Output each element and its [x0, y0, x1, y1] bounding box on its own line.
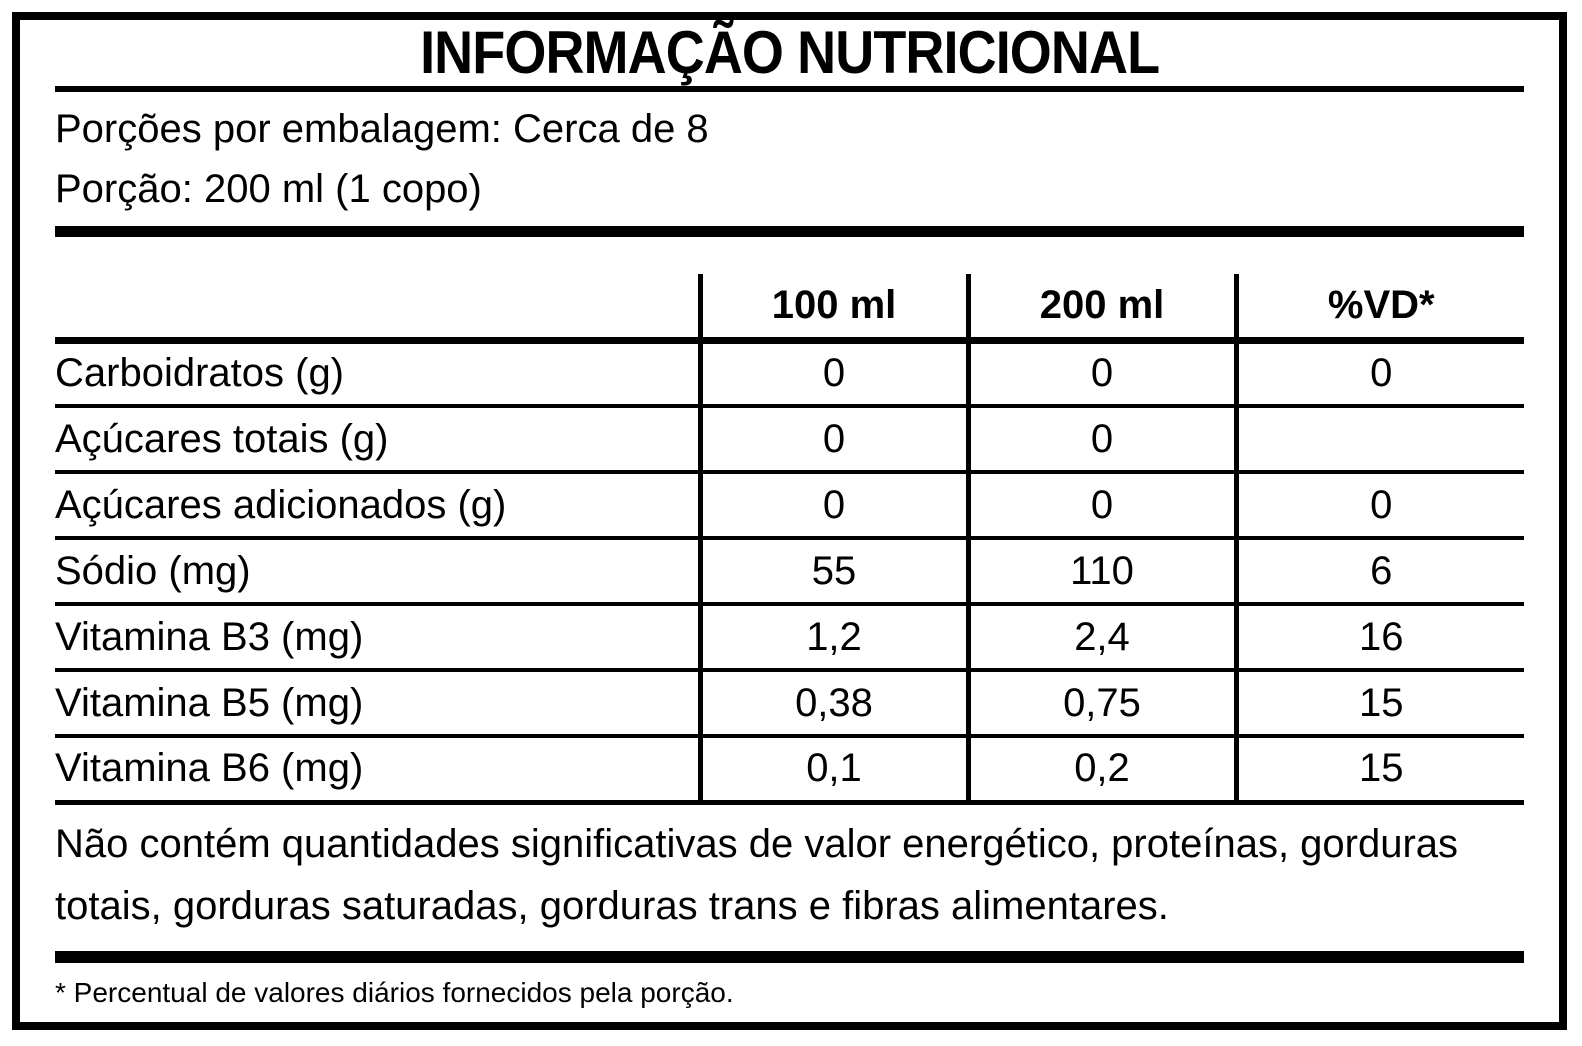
value-100ml: 1,2 [697, 604, 968, 672]
value-100ml: 0 [697, 406, 968, 474]
value-200ml: 0 [965, 340, 1236, 408]
value-vd: 0 [1233, 340, 1524, 408]
column-header-vd: %VD* [1233, 274, 1524, 344]
value-200ml: 110 [965, 538, 1236, 606]
value-100ml: 0,1 [697, 736, 968, 805]
nutrient-label: Vitamina B6 (mg) [55, 736, 700, 805]
label-title: INFORMAÇÃO NUTRICIONAL [419, 19, 1160, 86]
table-row: Vitamina B5 (mg) 0,38 0,75 15 [55, 670, 1524, 738]
column-header-100ml: 100 ml [697, 274, 968, 344]
value-vd: 15 [1233, 670, 1524, 738]
table-header-row: 100 ml 200 ml %VD* [55, 274, 1524, 344]
divider-thick-bottom [55, 950, 1524, 963]
nutrient-label: Açúcares adicionados (g) [55, 472, 700, 540]
no-significant-amounts-note: Não contém quantidades significativas de… [55, 821, 1459, 928]
column-header-200ml: 200 ml [965, 274, 1236, 344]
portion-line: Porção: 200 ml (1 copo) [55, 167, 482, 211]
servings-per-package-line: Porções por embalagem: Cerca de 8 [55, 107, 709, 151]
value-100ml: 0 [697, 340, 968, 408]
nutrition-table: 100 ml 200 ml %VD* Carboidratos (g) 0 0 … [55, 274, 1524, 805]
table-row: Carboidratos (g) 0 0 0 [55, 340, 1524, 408]
value-vd: 16 [1233, 604, 1524, 672]
table-row: Açúcares adicionados (g) 0 0 0 [55, 472, 1524, 540]
value-vd: 15 [1233, 736, 1524, 805]
table-row: Açúcares totais (g) 0 0 [55, 406, 1524, 474]
divider-thick-top [55, 226, 1524, 237]
table-row: Sódio (mg) 55 110 6 [55, 538, 1524, 606]
value-200ml: 0,2 [965, 736, 1236, 805]
value-200ml: 0,75 [965, 670, 1236, 738]
table-row: Vitamina B6 (mg) 0,1 0,2 15 [55, 736, 1524, 805]
value-100ml: 0,38 [697, 670, 968, 738]
nutrition-label-panel: INFORMAÇÃO NUTRICIONAL Porções por embal… [12, 12, 1567, 1030]
value-200ml: 2,4 [965, 604, 1236, 672]
table-row: Vitamina B3 (mg) 1,2 2,4 16 [55, 604, 1524, 672]
label-header: INFORMAÇÃO NUTRICIONAL [55, 20, 1524, 86]
divider-under-title [55, 86, 1524, 92]
value-200ml: 0 [965, 406, 1236, 474]
value-200ml: 0 [965, 472, 1236, 540]
nutrient-label: Carboidratos (g) [55, 340, 700, 408]
daily-value-footnote: * Percentual de valores diários fornecid… [55, 976, 734, 1008]
value-vd: 6 [1233, 538, 1524, 606]
nutrient-label: Sódio (mg) [55, 538, 700, 606]
value-100ml: 0 [697, 472, 968, 540]
column-header-nutrient [55, 274, 700, 344]
nutrient-label: Açúcares totais (g) [55, 406, 700, 474]
value-vd [1233, 406, 1524, 474]
value-vd: 0 [1233, 472, 1524, 540]
nutrient-label: Vitamina B3 (mg) [55, 604, 700, 672]
value-100ml: 55 [697, 538, 968, 606]
nutrient-label: Vitamina B5 (mg) [55, 670, 700, 738]
